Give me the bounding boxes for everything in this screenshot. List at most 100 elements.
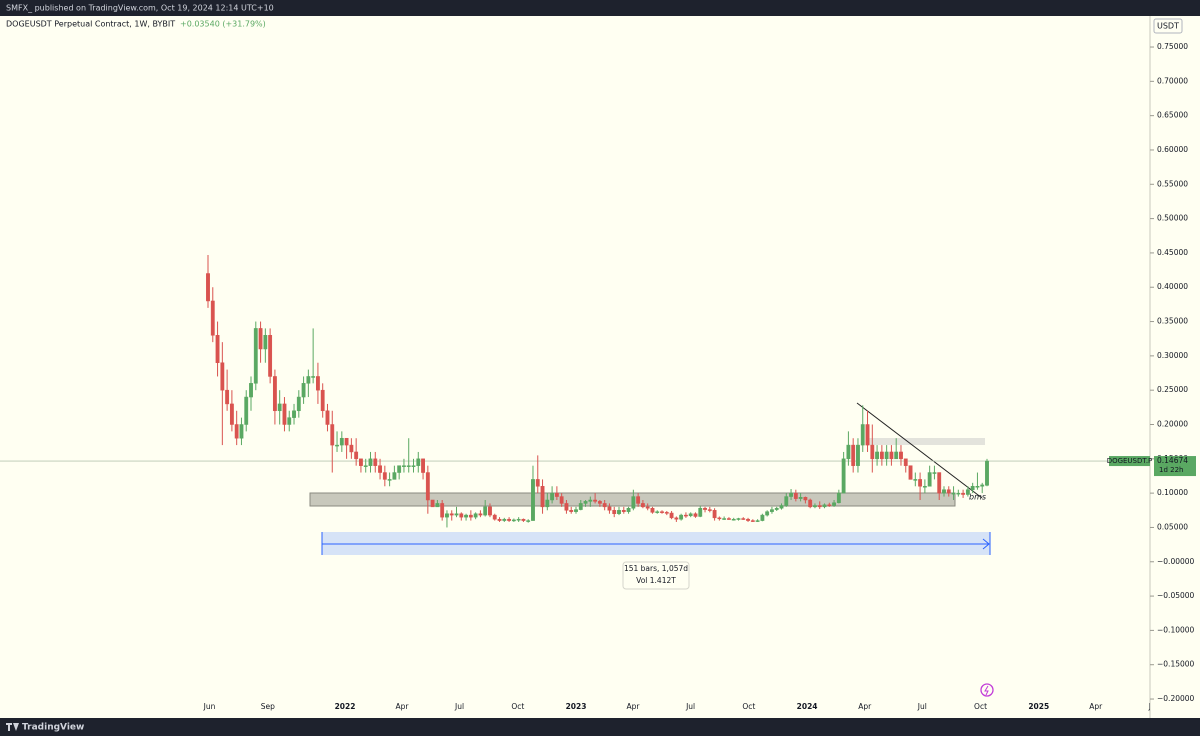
y-tick-label: −0.00000 — [1157, 557, 1195, 566]
x-tick-label: 2023 — [566, 702, 587, 711]
candle-body — [359, 458, 363, 466]
candle-body — [239, 424, 244, 439]
candle-body — [282, 403, 287, 425]
candle-body — [884, 451, 889, 460]
x-tick-label: Sep — [261, 702, 275, 711]
annotation: bms — [969, 493, 986, 502]
currency[interactable]: USDT — [1157, 22, 1179, 31]
candle-body — [468, 514, 473, 518]
candle-body — [631, 496, 636, 509]
candle-body — [234, 424, 239, 439]
candle-body — [564, 503, 569, 511]
candle-body — [832, 502, 836, 506]
alert-icon[interactable] — [980, 683, 994, 697]
x-tick-label: Oct — [511, 702, 524, 711]
y-tick-label: 0.50000 — [1157, 214, 1188, 223]
candle-body — [301, 383, 306, 398]
candle-body — [956, 492, 961, 495]
candle-body — [588, 499, 593, 502]
candle-body — [373, 458, 378, 466]
candle-body — [502, 518, 507, 521]
y-tick-label: 0.40000 — [1157, 282, 1188, 291]
candle-body — [875, 451, 880, 460]
candle-body — [507, 518, 512, 521]
candle-body — [836, 492, 841, 503]
alert-icon-bolt — [984, 685, 989, 696]
chart-title: DOGEUSDT Perpetual Contract, 1W, BYBIT — [6, 20, 175, 29]
x-tick-label: Jul — [1148, 702, 1158, 711]
candle-body — [908, 465, 913, 480]
x-tick-label: Oct — [742, 702, 755, 711]
candle-body — [368, 458, 373, 466]
measure-arrowhead — [982, 538, 990, 550]
candle-body — [607, 506, 612, 511]
candle-body — [349, 444, 354, 453]
x-tick-label: Apr — [1089, 702, 1103, 711]
currency-box[interactable] — [1153, 18, 1183, 34]
candle-body — [970, 486, 975, 490]
candle-body — [899, 451, 903, 460]
candle-body — [225, 389, 230, 405]
candle-body — [210, 300, 215, 336]
x-tick-label: Jul — [454, 702, 464, 711]
candle-body — [841, 458, 846, 494]
candle-body — [531, 479, 535, 521]
publisher: SMFX_ published on TradingView.com, Oct … — [6, 4, 274, 13]
candle-body — [664, 512, 669, 514]
candle-body — [402, 465, 406, 467]
candle-body — [335, 444, 339, 447]
candle-body — [421, 458, 425, 473]
x-tick-label: 2025 — [1028, 702, 1049, 711]
candle-body — [645, 506, 650, 509]
candle-body — [268, 335, 273, 377]
candle-body — [287, 417, 292, 425]
candle-body — [636, 496, 641, 504]
candle-body — [937, 472, 942, 494]
candle-body — [306, 376, 311, 384]
candle-body — [497, 518, 502, 521]
candle-body — [535, 479, 540, 487]
candle-body — [612, 510, 617, 514]
candle-body — [626, 507, 631, 512]
price-tag — [1154, 456, 1196, 477]
candle-body — [526, 520, 531, 522]
candle-body — [344, 437, 349, 446]
candle-body — [946, 489, 951, 494]
candle-body — [640, 503, 645, 508]
candle-body — [569, 510, 574, 512]
y-tick-label: 0.70000 — [1157, 76, 1188, 85]
candle-body — [727, 518, 731, 520]
candle-body — [717, 517, 722, 520]
candle-body — [449, 513, 454, 516]
y-tick-label: −0.20000 — [1157, 694, 1195, 703]
candle-body — [846, 444, 851, 460]
candle-body — [559, 496, 564, 504]
candle-body — [272, 376, 277, 412]
candle-body — [865, 424, 870, 446]
candle-body — [870, 444, 875, 460]
candle-body — [320, 389, 325, 412]
y-tick-label: 0.10000 — [1157, 488, 1188, 497]
candle-body — [296, 396, 301, 412]
candle-body — [392, 472, 397, 480]
y-tick-label: −0.05000 — [1157, 591, 1195, 600]
candle-body — [770, 509, 774, 512]
candle-body — [617, 510, 621, 514]
y-tick-label: 0.30000 — [1157, 351, 1188, 360]
candle-body — [387, 479, 392, 481]
candle-body — [411, 465, 416, 467]
x-tick-label: Apr — [395, 702, 409, 711]
candle-body — [722, 518, 727, 520]
candle-body — [339, 437, 344, 446]
candle-body — [774, 507, 779, 510]
candle-body — [483, 506, 488, 516]
y-tick-label: 0.65000 — [1157, 111, 1188, 120]
candle-body — [669, 512, 674, 519]
candle-body — [258, 328, 263, 350]
y-tick-label: 0.45000 — [1157, 248, 1188, 257]
x-tick-label: Jul — [917, 702, 927, 711]
candle-body — [961, 492, 966, 495]
candle-body — [330, 424, 335, 446]
